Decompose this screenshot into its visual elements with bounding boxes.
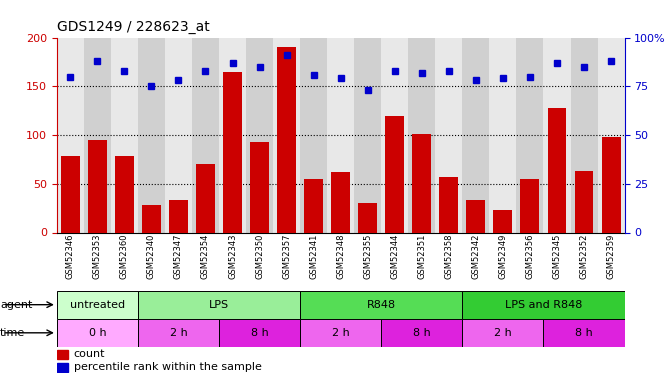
Text: LPS and R848: LPS and R848 [505, 300, 582, 310]
Bar [219, 38, 246, 232]
Text: count: count [73, 349, 106, 359]
Bar [516, 38, 544, 232]
Bar [57, 291, 138, 319]
Bar [223, 72, 242, 232]
Text: 2 h: 2 h [170, 328, 187, 338]
Text: 2 h: 2 h [494, 328, 512, 338]
Text: percentile rank within the sample: percentile rank within the sample [73, 362, 262, 372]
Bar [358, 203, 377, 232]
Text: untreated: untreated [69, 300, 125, 310]
Bar [436, 38, 462, 232]
Text: 8 h: 8 h [575, 328, 593, 338]
Bar [300, 38, 327, 232]
Bar [142, 205, 161, 232]
Text: 8 h: 8 h [250, 328, 269, 338]
Bar [61, 156, 79, 232]
Bar [544, 38, 570, 232]
Bar [169, 200, 188, 232]
Bar [385, 116, 404, 232]
Bar [462, 38, 490, 232]
Bar [273, 38, 300, 232]
Bar [138, 38, 165, 232]
Bar [246, 38, 273, 232]
Text: LPS: LPS [209, 300, 229, 310]
Bar [192, 38, 219, 232]
Bar [466, 200, 486, 232]
Bar [548, 108, 566, 232]
Bar [115, 156, 134, 232]
Bar [57, 38, 84, 232]
Bar [57, 363, 68, 372]
Bar [490, 38, 516, 232]
Bar [570, 38, 598, 232]
Bar [196, 164, 215, 232]
Bar [408, 38, 436, 232]
Bar [84, 38, 111, 232]
Text: R848: R848 [367, 300, 396, 310]
Bar [138, 291, 300, 319]
Bar [494, 210, 512, 232]
Bar [250, 142, 269, 232]
Bar [88, 140, 107, 232]
Bar [300, 319, 381, 347]
Bar [300, 291, 462, 319]
Bar [354, 38, 381, 232]
Bar [602, 137, 621, 232]
Bar [138, 319, 219, 347]
Bar [304, 179, 323, 232]
Bar [381, 319, 462, 347]
Bar [381, 38, 408, 232]
Bar [462, 291, 625, 319]
Text: agent: agent [0, 300, 32, 310]
Bar [327, 38, 354, 232]
Bar [111, 38, 138, 232]
Text: 8 h: 8 h [413, 328, 431, 338]
Bar [412, 134, 432, 232]
Bar [331, 172, 350, 232]
Bar [574, 171, 593, 232]
Bar [219, 319, 300, 347]
Bar [277, 47, 296, 232]
Bar [57, 319, 138, 347]
Text: 0 h: 0 h [89, 328, 106, 338]
Text: 2 h: 2 h [332, 328, 349, 338]
Bar [440, 177, 458, 232]
Bar [165, 38, 192, 232]
Bar [57, 350, 68, 358]
Bar [462, 319, 544, 347]
Text: GDS1249 / 228623_at: GDS1249 / 228623_at [57, 20, 210, 34]
Bar [544, 319, 625, 347]
Bar [598, 38, 625, 232]
Bar [520, 179, 540, 232]
Text: time: time [0, 328, 25, 338]
